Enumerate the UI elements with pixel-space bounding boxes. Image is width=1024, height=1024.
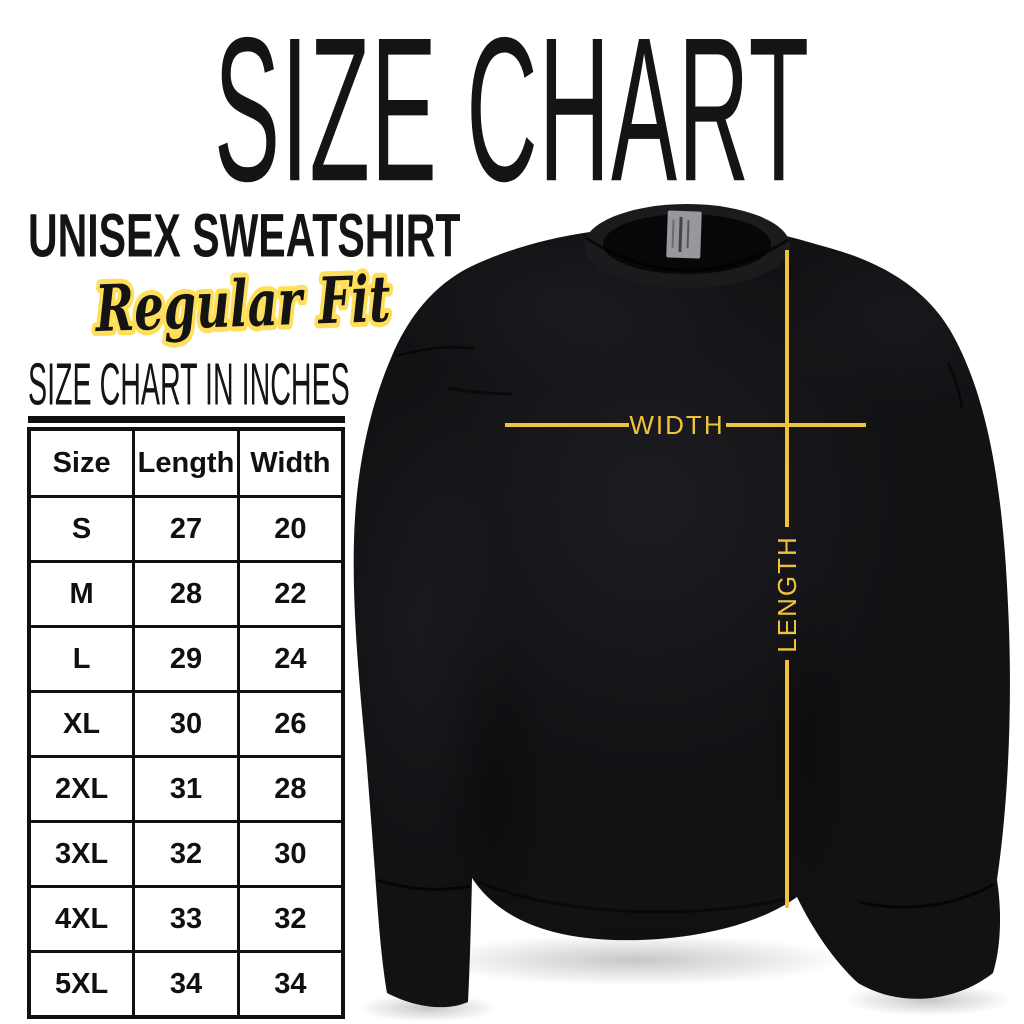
table-row: 2XL 31 28 [27,755,345,823]
size-cell: 4XL [27,885,136,953]
fit-label: Regular Fit [88,257,397,352]
table-row: L 29 24 [27,625,345,693]
column-header: Size [27,427,136,498]
length-cell: 33 [132,885,240,953]
width-cell: 20 [236,495,345,563]
width-cell: 24 [236,625,345,693]
product-name: UNISEX SWEATSHIRT [28,201,461,271]
width-cell: 34 [236,950,345,1019]
size-table: Size Length Width S 27 20 M 28 22 L 29 24 … [27,427,345,1019]
table-row: M 28 22 [27,560,345,628]
table-row: 3XL 32 30 [27,820,345,888]
table-row: 5XL 34 34 [27,950,345,1019]
table-row: XL 30 26 [27,690,345,758]
page-title: SIZE CHART [214,0,810,225]
size-cell: M [27,560,136,628]
svg-text:Regular Fit: Regular Fit [93,262,392,347]
size-cell: S [27,495,136,563]
size-cell: 5XL [27,950,136,1019]
length-cell: 30 [132,690,240,758]
width-label: WIDTH [629,410,724,440]
collar-brand-tag [666,210,702,259]
length-cell: 31 [132,755,240,823]
length-cell: 28 [132,560,240,628]
table-row: 4XL 33 32 [27,885,345,953]
column-header: Width [236,427,345,498]
section-heading: SIZE CHART IN INCHES [28,352,350,424]
size-table-body: S 27 20 M 28 22 L 29 24 XL 30 26 2XL [27,495,345,1019]
length-cell: 29 [132,625,240,693]
length-cell: 32 [132,820,240,888]
width-cell: 30 [236,820,345,888]
size-cell: 2XL [27,755,136,823]
length-cell: 27 [132,495,240,563]
column-header: Length [132,427,240,498]
measurement-lines [505,250,866,908]
header-row: Size Length Width [27,427,345,498]
collar [584,204,790,288]
width-cell: 26 [236,690,345,758]
garment-shadow [358,934,1013,1022]
length-cell: 34 [132,950,240,1019]
table-row: S 27 20 [27,495,345,563]
width-cell: 32 [236,885,345,953]
length-label: LENGTH [772,535,802,652]
width-cell: 22 [236,560,345,628]
width-cell: 28 [236,755,345,823]
size-cell: 3XL [27,820,136,888]
size-table-header: Size Length Width [27,427,345,498]
size-cell: L [27,625,136,693]
size-cell: XL [27,690,136,758]
